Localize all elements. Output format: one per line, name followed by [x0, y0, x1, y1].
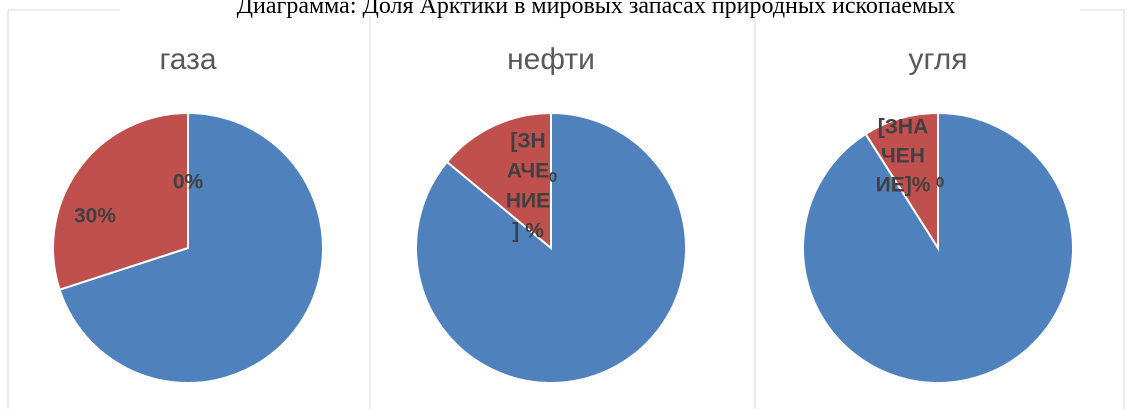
pie-slice	[58, 111, 324, 384]
data-label: 0	[549, 169, 557, 186]
page-title: Диаграмма: Доля Арктики в мировых запаса…	[237, 0, 956, 19]
pie-title: газа	[159, 43, 216, 76]
pie-slice	[52, 111, 189, 291]
data-label: [ЗНА	[878, 116, 928, 139]
data-label: ИЕ]%	[876, 174, 931, 197]
pie-title: нефти	[507, 43, 595, 76]
data-label: ЧЕН	[881, 145, 925, 168]
data-label: 0	[936, 174, 944, 191]
pie-slice	[864, 111, 939, 252]
data-label: 0%	[173, 171, 204, 194]
title-bg	[120, 0, 1080, 16]
data-label: 30%	[74, 205, 116, 228]
pie-title: угля	[908, 43, 967, 76]
data-label: АЧЕ	[507, 160, 549, 183]
pie-slice	[445, 111, 552, 251]
data-label: НИЕ	[506, 190, 550, 213]
data-label: [ЗН	[510, 130, 545, 153]
data-label: ] %	[512, 220, 544, 243]
